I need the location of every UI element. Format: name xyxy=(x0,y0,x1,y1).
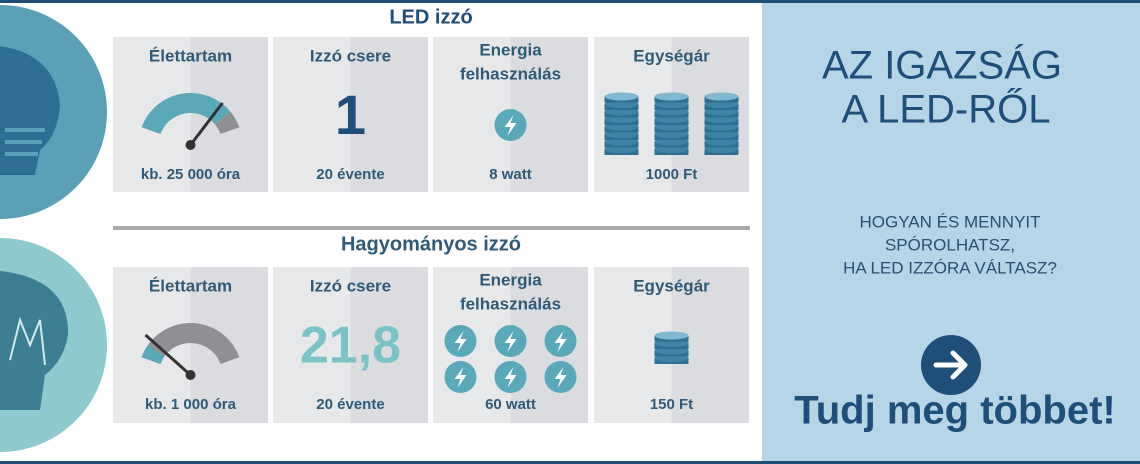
subtitle: HOGYAN ÉS MENNYIT xyxy=(859,212,1040,231)
bolt xyxy=(454,367,467,388)
gauge-arc xyxy=(141,93,231,135)
card-title: felhasználás xyxy=(460,294,561,313)
headline: AZ IGAZSÁG xyxy=(822,43,1062,88)
bolt xyxy=(454,331,467,352)
big-number: 21,8 xyxy=(300,317,401,375)
coin-top xyxy=(654,92,689,101)
coin-top xyxy=(604,92,639,101)
card-shade xyxy=(350,37,428,192)
subtitle: SPÓROLHATSZ, xyxy=(885,235,1015,254)
card-title: Izzó csere xyxy=(310,46,391,65)
divider xyxy=(113,226,750,230)
bolt xyxy=(504,115,517,136)
cta-text[interactable]: Tudj meg többet! xyxy=(794,389,1115,433)
coin-top xyxy=(654,331,689,340)
gauge-tail xyxy=(141,345,165,365)
led-bulb-lines xyxy=(5,128,45,156)
gauge-needle xyxy=(189,102,224,146)
subtitle: HA LED IZZÓRA VÁLTASZ? xyxy=(843,258,1057,277)
gauge-pivot xyxy=(185,370,196,380)
card-value: 20 évente xyxy=(316,396,384,413)
card-value: 20 évente xyxy=(316,166,384,183)
card-title: felhasználás xyxy=(460,64,561,83)
arrow-icon[interactable] xyxy=(933,350,968,380)
card-title: Energia xyxy=(479,270,542,289)
card-value: kb. 25 000 óra xyxy=(141,166,241,183)
top-border xyxy=(0,0,1140,3)
section-title: Hagyományos izzó xyxy=(341,233,521,255)
card-shade xyxy=(350,267,428,423)
bolt xyxy=(504,331,517,352)
card-title: Egységár xyxy=(633,276,710,295)
bolt xyxy=(554,331,567,352)
filament xyxy=(9,316,46,366)
headline: A LED-RŐL xyxy=(842,87,1051,132)
coin-top xyxy=(704,92,739,101)
card-title: Élettartam xyxy=(149,46,232,65)
card-value: 8 watt xyxy=(489,166,532,183)
card-title: Élettartam xyxy=(149,276,232,295)
bolt xyxy=(554,367,567,388)
bolt xyxy=(504,367,517,388)
card-title: Izzó csere xyxy=(310,276,391,295)
card-value: kb. 1 000 óra xyxy=(145,396,237,413)
gauge-pivot xyxy=(185,140,196,150)
gauge-needle xyxy=(144,333,192,377)
card-title: Egységár xyxy=(633,46,710,65)
traditional-bulb-icon xyxy=(0,270,69,410)
card-title: Energia xyxy=(479,40,542,59)
bottom-border xyxy=(0,461,1140,464)
card-value: 150 Ft xyxy=(650,396,693,413)
card-shade xyxy=(510,37,588,192)
cta-button[interactable]: Tudj meg többet! xyxy=(794,335,1116,433)
big-number: 1 xyxy=(335,83,366,146)
card-value: 60 watt xyxy=(485,396,536,413)
section-title: LED izzó xyxy=(389,6,472,28)
gauge-tail xyxy=(215,111,240,135)
card-value: 1000 Ft xyxy=(646,166,698,183)
